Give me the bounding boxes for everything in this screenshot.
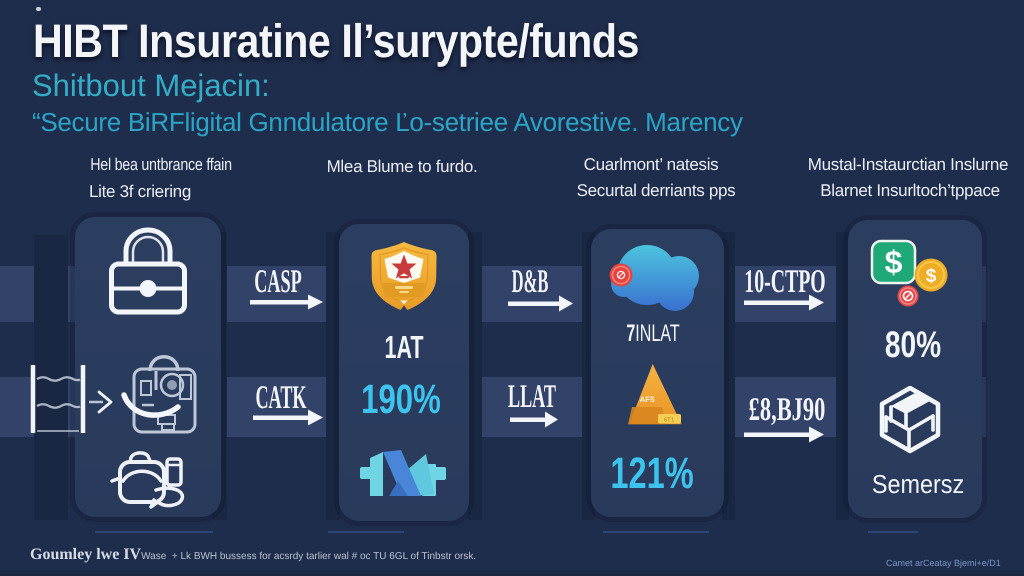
svg-text:CASP: CASP [254, 264, 301, 300]
svg-text:AF5: AF5 [639, 395, 655, 404]
svg-text:121%: 121% [610, 449, 693, 498]
svg-text:10-CTPO: 10-CTPO [744, 264, 825, 300]
svg-text:6T1: 6T1 [664, 417, 675, 424]
svg-text:LLAT: LLAT [508, 379, 556, 415]
svg-text:80%: 80% [885, 324, 941, 365]
svg-text:D&B: D&B [512, 264, 549, 300]
svg-text:7INLAT: 7INLAT [626, 320, 680, 347]
svg-text:£8,BJ90: £8,BJ90 [749, 392, 826, 428]
svg-text:Semersz: Semersz [872, 469, 964, 499]
svg-text:$: $ [885, 244, 903, 280]
svg-text:1AT: 1AT [385, 329, 424, 365]
svg-text:190%: 190% [361, 376, 441, 422]
svg-text:CATK: CATK [255, 380, 306, 416]
svg-text:$: $ [926, 266, 937, 287]
